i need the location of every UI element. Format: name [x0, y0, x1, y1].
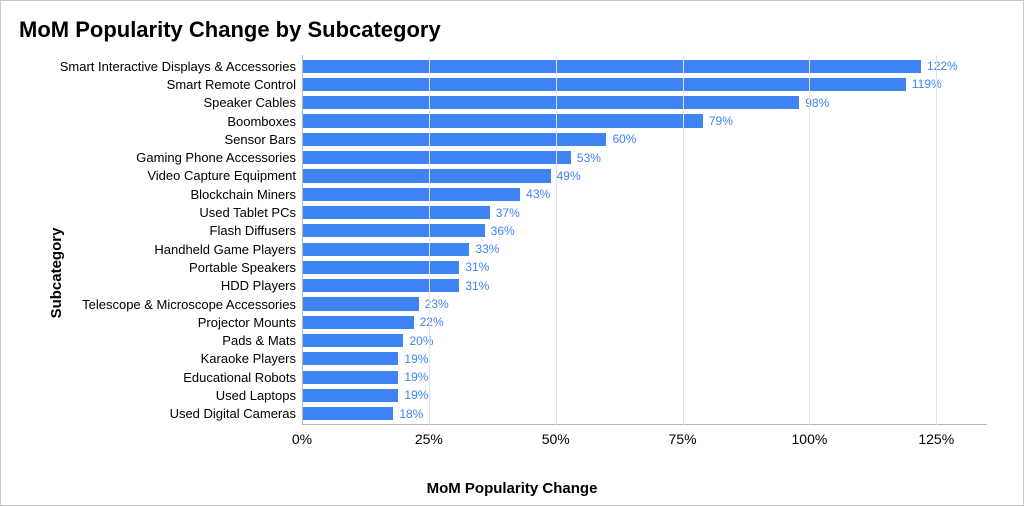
- value-label: 19%: [398, 388, 428, 402]
- category-label: Boomboxes: [227, 114, 302, 129]
- value-label: 33%: [469, 242, 499, 256]
- bar: [302, 243, 469, 256]
- bar-row: Telescope & Microscope Accessories23%: [302, 295, 987, 313]
- bar-row: HDD Players31%: [302, 277, 987, 295]
- value-label: 43%: [520, 187, 550, 201]
- bar-row: Flash Diffusers36%: [302, 222, 987, 240]
- value-label: 36%: [485, 224, 515, 238]
- category-label: Pads & Mats: [222, 333, 302, 348]
- bar-row: Used Tablet PCs37%: [302, 203, 987, 221]
- value-label: 122%: [921, 59, 958, 73]
- category-label: Karaoke Players: [201, 351, 302, 366]
- bar-row: Blockchain Miners43%: [302, 185, 987, 203]
- x-tick-label: 0%: [292, 431, 312, 447]
- chart-title: MoM Popularity Change by Subcategory: [19, 17, 1007, 43]
- bar-row: Smart Remote Control119%: [302, 75, 987, 93]
- category-label: Speaker Cables: [204, 95, 303, 110]
- value-label: 37%: [490, 206, 520, 220]
- x-tick-label: 125%: [918, 431, 954, 447]
- bar: [302, 96, 799, 109]
- category-label: Used Digital Cameras: [170, 406, 302, 421]
- bar: [302, 407, 393, 420]
- bar-row: Used Laptops19%: [302, 386, 987, 404]
- category-label: Used Tablet PCs: [199, 205, 302, 220]
- value-label: 53%: [571, 151, 601, 165]
- value-label: 98%: [799, 96, 829, 110]
- category-label: Sensor Bars: [224, 132, 302, 147]
- bar: [302, 371, 398, 384]
- grid-line: [556, 55, 557, 425]
- bar: [302, 206, 490, 219]
- bar: [302, 224, 485, 237]
- bar-row: Gaming Phone Accessories53%: [302, 148, 987, 166]
- category-label: Smart Interactive Displays & Accessories: [60, 59, 302, 74]
- category-label: HDD Players: [221, 278, 302, 293]
- bar: [302, 78, 906, 91]
- category-label: Flash Diffusers: [210, 223, 302, 238]
- bar: [302, 169, 551, 182]
- category-label: Gaming Phone Accessories: [136, 150, 302, 165]
- category-label: Projector Mounts: [198, 315, 302, 330]
- bar: [302, 334, 403, 347]
- bar: [302, 114, 703, 127]
- chart-frame: MoM Popularity Change by Subcategory Sub…: [0, 0, 1024, 506]
- grid-line: [302, 55, 303, 425]
- value-label: 31%: [459, 260, 489, 274]
- bar: [302, 389, 398, 402]
- plot-wrap: Subcategory Smart Interactive Displays &…: [17, 49, 1007, 497]
- value-label: 60%: [606, 132, 636, 146]
- value-label: 31%: [459, 279, 489, 293]
- grid-line: [809, 55, 810, 425]
- grid-line: [429, 55, 430, 425]
- value-label: 19%: [398, 370, 428, 384]
- value-label: 19%: [398, 352, 428, 366]
- bar-row: Pads & Mats20%: [302, 331, 987, 349]
- bar: [302, 261, 459, 274]
- x-tick-label: 75%: [669, 431, 697, 447]
- bar-row: Boomboxes79%: [302, 112, 987, 130]
- category-label: Video Capture Equipment: [147, 168, 302, 183]
- category-label: Telescope & Microscope Accessories: [82, 297, 302, 312]
- bar-row: Sensor Bars60%: [302, 130, 987, 148]
- value-label: 79%: [703, 114, 733, 128]
- x-axis-line: [302, 424, 987, 425]
- x-tick-label: 100%: [792, 431, 828, 447]
- category-label: Blockchain Miners: [191, 187, 303, 202]
- value-label: 23%: [419, 297, 449, 311]
- x-axis-label: MoM Popularity Change: [17, 480, 1007, 497]
- category-label: Smart Remote Control: [167, 77, 302, 92]
- bar-row: Portable Speakers31%: [302, 258, 987, 276]
- value-label: 18%: [393, 407, 423, 421]
- bar-row: Handheld Game Players33%: [302, 240, 987, 258]
- bar-row: Used Digital Cameras18%: [302, 405, 987, 423]
- bar: [302, 297, 419, 310]
- bars-container: Smart Interactive Displays & Accessories…: [302, 57, 987, 423]
- bar: [302, 60, 921, 73]
- category-label: Handheld Game Players: [154, 242, 302, 257]
- bar: [302, 133, 606, 146]
- bar-row: Projector Mounts22%: [302, 313, 987, 331]
- category-label: Portable Speakers: [189, 260, 302, 275]
- bar: [302, 316, 414, 329]
- bar-row: Educational Robots19%: [302, 368, 987, 386]
- grid-line: [936, 55, 937, 425]
- category-label: Educational Robots: [183, 370, 302, 385]
- category-label: Used Laptops: [216, 388, 302, 403]
- x-tick-label: 50%: [542, 431, 570, 447]
- bar: [302, 279, 459, 292]
- bar: [302, 352, 398, 365]
- bar-row: Speaker Cables98%: [302, 94, 987, 112]
- bar-row: Video Capture Equipment49%: [302, 167, 987, 185]
- plot-area: Smart Interactive Displays & Accessories…: [302, 55, 987, 447]
- bar: [302, 151, 571, 164]
- y-axis-label: Subcategory: [48, 228, 65, 319]
- bar-row: Karaoke Players19%: [302, 350, 987, 368]
- grid-line: [683, 55, 684, 425]
- bar: [302, 188, 520, 201]
- x-tick-label: 25%: [415, 431, 443, 447]
- bar-row: Smart Interactive Displays & Accessories…: [302, 57, 987, 75]
